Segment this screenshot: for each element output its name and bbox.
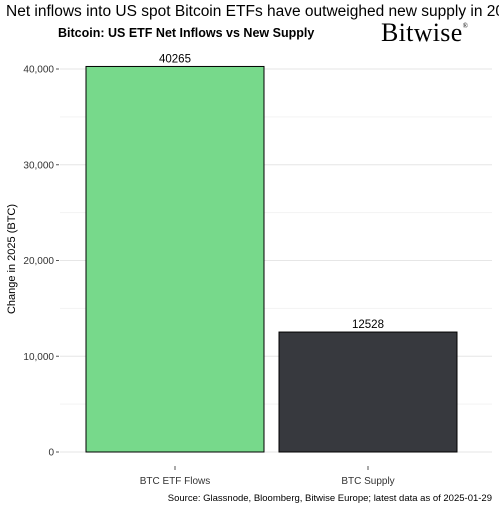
source-note: Source: Glassnode, Bloomberg, Bitwise Eu… <box>167 493 492 504</box>
bar <box>278 331 458 453</box>
bars <box>85 65 458 453</box>
data-label: 40265 <box>159 53 191 65</box>
data-labels: 40265 12528 <box>159 53 384 331</box>
x-tick-label: BTC Supply <box>341 476 394 487</box>
y-tick-label: 40,000 <box>23 65 54 76</box>
x-axis: BTC ETF Flows BTC Supply <box>140 466 395 487</box>
y-tick-label: 20,000 <box>23 256 54 267</box>
y-tick-label: 30,000 <box>23 160 54 171</box>
y-axis-title: Change in 2025 (BTC) <box>6 204 18 314</box>
y-tick-label: 10,000 <box>23 352 54 363</box>
brand-logo: Bitwise® <box>381 18 468 48</box>
brand-wordmark: Bitwise <box>381 18 463 47</box>
chart-title: Bitcoin: US ETF Net Inflows vs New Suppl… <box>58 26 315 40</box>
y-axis: 0 10,000 20,000 30,000 40,000 <box>23 65 59 459</box>
bar <box>85 65 265 453</box>
data-label: 12528 <box>352 319 384 331</box>
chart-headline: Net inflows into US spot Bitcoin ETFs ha… <box>6 3 499 20</box>
registered-mark: ® <box>462 22 469 30</box>
y-tick-label: 0 <box>48 448 54 459</box>
x-tick-label: BTC ETF Flows <box>140 476 211 487</box>
